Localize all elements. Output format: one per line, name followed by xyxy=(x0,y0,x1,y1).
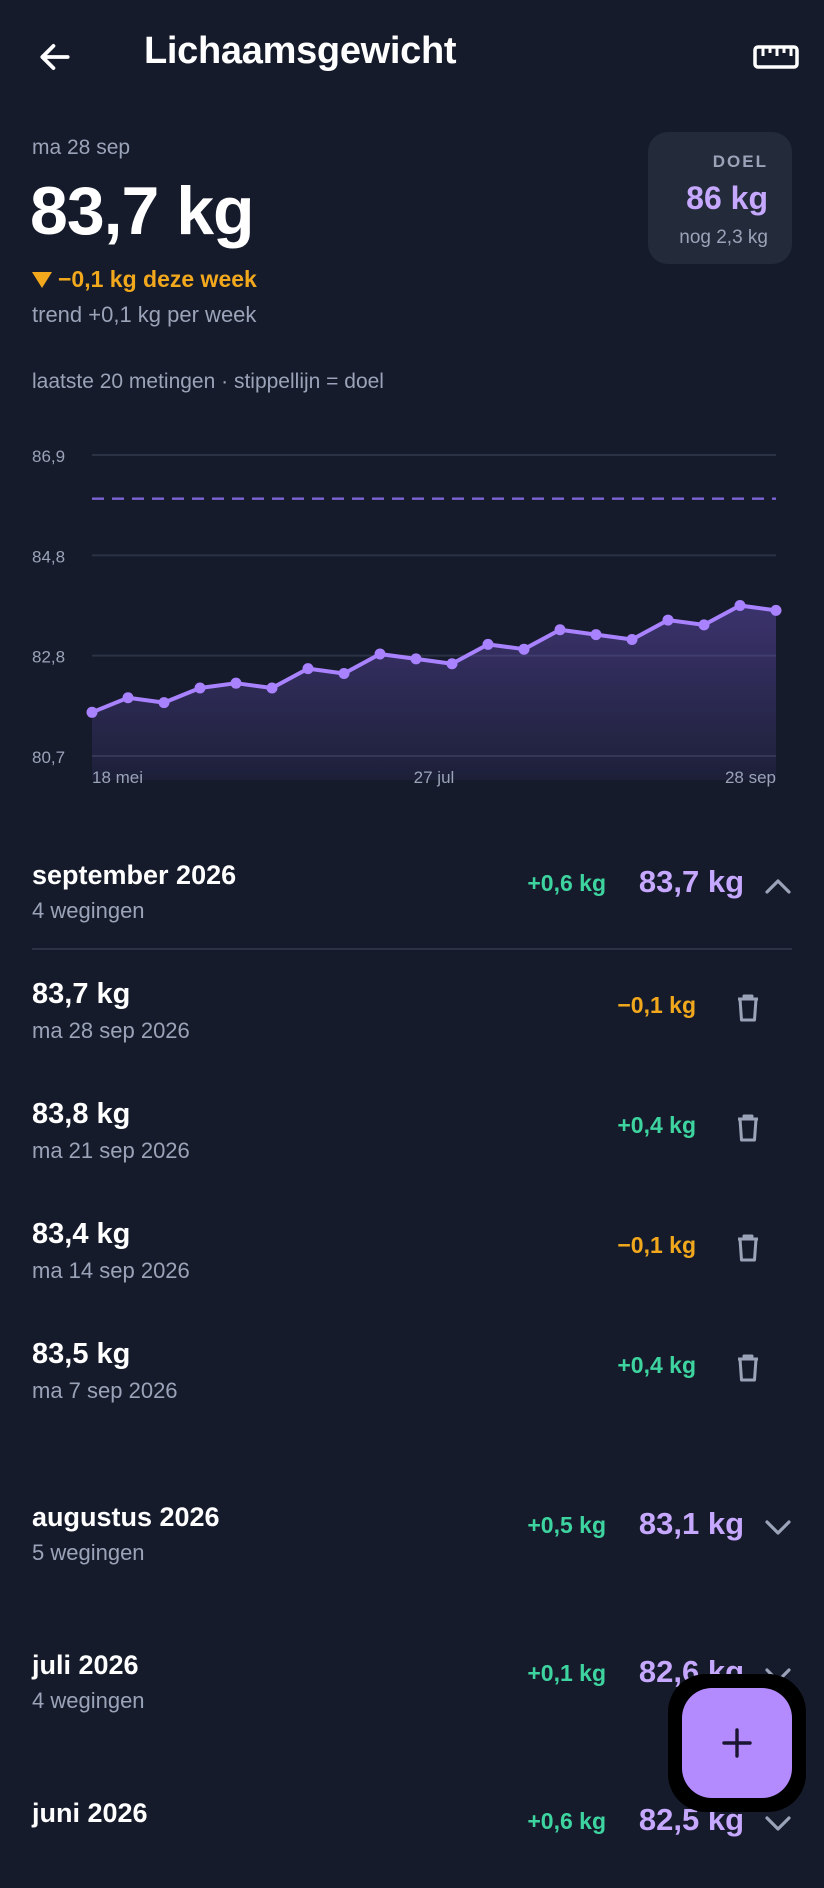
week-change: −0,1 kg deze week xyxy=(32,266,257,293)
add-weight-button[interactable] xyxy=(682,1688,792,1798)
entry-date: ma 14 sep 2026 xyxy=(32,1258,190,1283)
data-point xyxy=(158,697,170,709)
entry-weight: 83,7 kg xyxy=(32,978,131,1010)
month-name: augustus 2026 xyxy=(32,1502,220,1532)
month-header-july[interactable]: juli 2026 4 wegingen +0,1 kg 82,6 kg xyxy=(0,1650,824,1740)
weight-chart: 86,9 84,8 82,8 80,7 18 mei 27 jul 28 sep xyxy=(32,447,782,787)
goal-value: 86 kg xyxy=(686,180,768,216)
list-item[interactable]: 83,4 kg ma 14 sep 2026 −0,1 kg xyxy=(0,1218,824,1318)
x-tick-label: 28 sep xyxy=(725,768,776,787)
goal-card[interactable]: DOEL 86 kg nog 2,3 kg xyxy=(648,132,792,264)
month-delta: +0,6 kg xyxy=(527,1808,606,1834)
entry-date: ma 21 sep 2026 xyxy=(32,1138,190,1163)
delete-button[interactable] xyxy=(728,986,768,1030)
data-point xyxy=(230,677,242,689)
month-count: 5 wegingen xyxy=(32,1540,145,1565)
data-point xyxy=(554,624,566,636)
data-point xyxy=(194,682,206,694)
data-point xyxy=(410,653,422,665)
trash-icon xyxy=(738,1354,758,1382)
month-name: juni 2026 xyxy=(32,1798,148,1828)
data-point xyxy=(446,658,458,670)
trash-icon xyxy=(738,1114,758,1142)
ruler-icon xyxy=(753,45,799,69)
entry-weight: 83,8 kg xyxy=(32,1098,131,1130)
month-delta: +0,6 kg xyxy=(527,870,606,896)
chevron-down-icon[interactable] xyxy=(760,1806,796,1842)
chevron-up-icon[interactable] xyxy=(760,868,796,904)
data-point xyxy=(482,638,494,650)
chevron-down-icon[interactable] xyxy=(760,1510,796,1546)
page-title: Lichaamsgewicht xyxy=(144,30,457,72)
entry-delta: +0,4 kg xyxy=(617,1352,696,1378)
data-point xyxy=(770,604,782,616)
chart-caption: laatste 20 metingen · stippellijn = doel xyxy=(32,370,384,393)
month-header-august[interactable]: augustus 2026 5 wegingen +0,5 kg 83,1 kg xyxy=(0,1502,824,1592)
area-fill xyxy=(92,605,776,780)
plus-icon xyxy=(722,1728,752,1758)
month-count: 4 wegingen xyxy=(32,1688,145,1713)
y-tick-label: 86,9 xyxy=(32,447,65,466)
goal-remaining: nog 2,3 kg xyxy=(679,227,768,248)
month-delta: +0,1 kg xyxy=(527,1660,606,1686)
current-weight: 83,7 kg xyxy=(30,173,255,249)
delete-button[interactable] xyxy=(728,1106,768,1150)
x-tick-label: 18 mei xyxy=(92,768,143,787)
data-point xyxy=(626,633,638,645)
month-delta: +0,5 kg xyxy=(527,1512,606,1538)
month-name: september 2026 xyxy=(32,860,237,890)
data-point xyxy=(698,619,710,631)
data-point xyxy=(662,614,674,626)
month-name: juli 2026 xyxy=(32,1650,139,1680)
entry-weight: 83,5 kg xyxy=(32,1338,131,1370)
series-line xyxy=(91,603,777,715)
current-date: ma 28 sep xyxy=(32,136,131,159)
data-point xyxy=(734,600,746,611)
data-point xyxy=(590,629,602,641)
y-tick-label: 80,7 xyxy=(32,748,65,767)
list-item[interactable]: 83,5 kg ma 7 sep 2026 +0,4 kg xyxy=(0,1338,824,1438)
data-point xyxy=(122,692,134,704)
entry-delta: +0,4 kg xyxy=(617,1112,696,1138)
data-point xyxy=(86,706,98,718)
y-tick-label: 82,8 xyxy=(32,648,65,667)
list-item[interactable]: 83,7 kg ma 28 sep 2026 −0,1 kg xyxy=(0,978,824,1078)
list-item[interactable]: 83,8 kg ma 21 sep 2026 +0,4 kg xyxy=(0,1098,824,1198)
trash-icon xyxy=(738,1234,758,1262)
add-weight-button-frame xyxy=(668,1674,806,1812)
month-header-september[interactable]: september 2026 4 wegingen +0,6 kg 83,7 k… xyxy=(0,860,824,950)
trend-text: trend +0,1 kg per week xyxy=(32,302,257,327)
delete-button[interactable] xyxy=(728,1346,768,1390)
month-average: 83,7 kg xyxy=(638,864,744,899)
data-point xyxy=(518,643,530,655)
y-tick-label: 84,8 xyxy=(32,547,65,566)
data-point xyxy=(266,682,278,694)
divider xyxy=(32,948,792,950)
entry-weight: 83,4 kg xyxy=(32,1218,131,1250)
data-point xyxy=(374,648,386,660)
month-average: 83,1 kg xyxy=(638,1506,744,1541)
units-button[interactable] xyxy=(744,30,808,84)
entry-date: ma 7 sep 2026 xyxy=(32,1378,178,1403)
arrow-left-icon xyxy=(40,44,70,70)
entry-date: ma 28 sep 2026 xyxy=(32,1018,190,1043)
delete-button[interactable] xyxy=(728,1226,768,1270)
month-count: 4 wegingen xyxy=(32,898,145,923)
entry-delta: −0,1 kg xyxy=(617,1232,696,1258)
triangle-down-icon xyxy=(32,272,52,288)
back-button[interactable] xyxy=(28,30,82,84)
data-point xyxy=(302,663,314,675)
entry-delta: −0,1 kg xyxy=(617,992,696,1018)
x-tick-label: 27 jul xyxy=(414,768,455,787)
trash-icon xyxy=(738,994,758,1022)
data-point xyxy=(338,667,350,679)
week-change-text: −0,1 kg deze week xyxy=(58,266,257,292)
goal-label: DOEL xyxy=(712,152,768,171)
